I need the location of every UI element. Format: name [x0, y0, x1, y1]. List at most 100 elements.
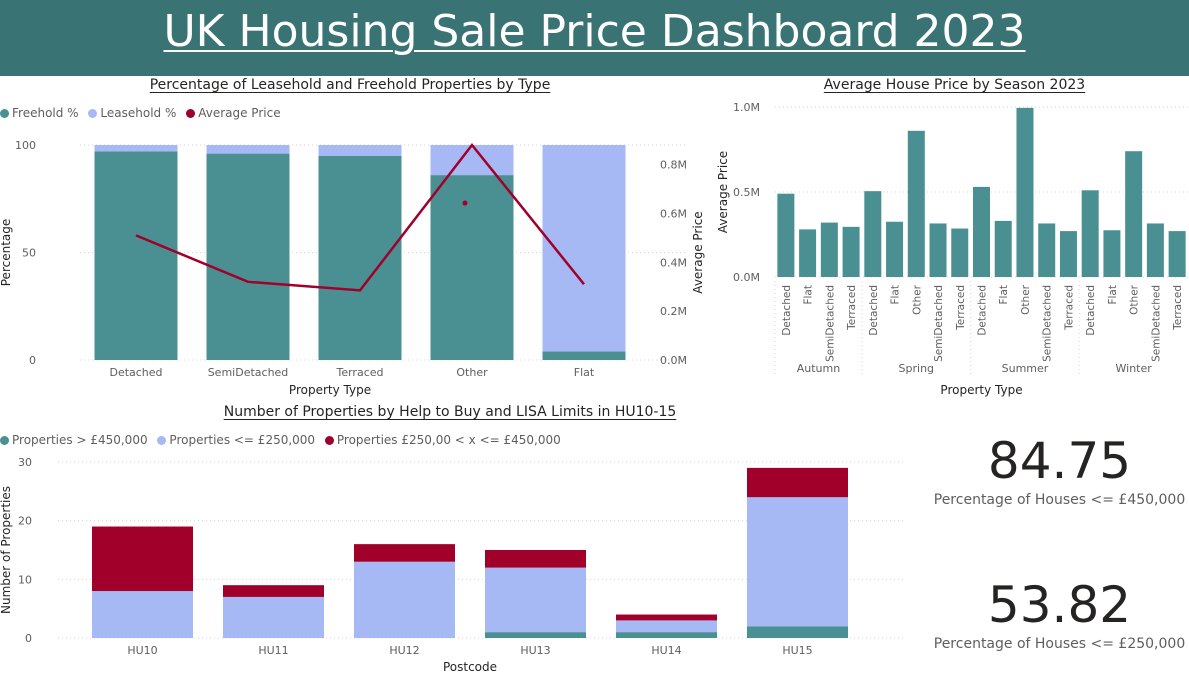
bar-properties-250-00-x-450-000-hu15: [747, 467, 848, 498]
x-tick-label: Flat: [890, 285, 902, 305]
bar-autumn-flat: [799, 229, 817, 277]
season-chart: 0.0M 0.5M 1.0M Detached Flat SemiDetached Terr…: [716, 101, 1188, 397]
x-tick-label: Flat: [998, 285, 1010, 305]
x-tick-label: HU14: [651, 644, 681, 657]
x-tick-label: Terraced: [1063, 285, 1075, 331]
bar-properties-250-000-hu11: [223, 596, 324, 638]
bar-freehold-semidetached: [206, 153, 290, 360]
kpi-label-450k: Percentage of Houses <= £450,000: [933, 492, 1186, 508]
legend-item-over-450k[interactable]: Properties > £450,000: [0, 433, 148, 447]
bar-properties-250-00-x-450-000-hu10: [92, 526, 193, 592]
y2-tick-label: 0.6M: [660, 207, 687, 220]
y-tick-label: 20: [18, 515, 32, 528]
bar-spring-semidetached: [929, 223, 947, 277]
x-tick-label: Flat: [803, 285, 815, 305]
x-tick-label: Detached: [1085, 285, 1097, 336]
group-label: Autumn: [797, 362, 840, 375]
kpi-card-250k: 53.82 Percentage of Houses <= £250,000: [930, 580, 1189, 652]
bar-winter-flat: [1103, 230, 1121, 277]
legend-item-freehold[interactable]: Freehold %: [0, 106, 79, 120]
x-axis-title: Property Type: [289, 383, 371, 397]
kpi-card-450k: 84.75 Percentage of Houses <= £450,000: [930, 436, 1189, 508]
bar-summer-semidetached: [1038, 223, 1056, 277]
group-label: Spring: [899, 362, 935, 375]
bar-autumn-semidetached: [820, 222, 838, 277]
bar-leasehold-other: [430, 145, 514, 176]
bar-spring-detached: [864, 191, 882, 277]
x-tick-label: Detached: [781, 285, 793, 336]
bar-properties-250-00-x-450-000-hu12: [354, 544, 455, 562]
bar-spring-other: [907, 130, 925, 277]
postcode-legend: Properties > £450,000 Properties <= £250…: [0, 433, 567, 448]
x-tick-label: HU10: [127, 644, 157, 657]
bar-freehold-detached: [94, 151, 178, 360]
marker-point: [462, 200, 468, 206]
y-axis-title: Percentage: [0, 219, 13, 287]
y2-tick-label: 0.0M: [660, 354, 687, 367]
legend-item-under-250k[interactable]: Properties <= £250,000: [157, 433, 315, 447]
x-tick-label: Terraced: [955, 285, 967, 331]
x-tick-label: Detached: [977, 285, 989, 336]
x-tick-label: Other: [456, 366, 488, 379]
bar-summer-detached: [973, 186, 990, 277]
bar-spring-terraced: [951, 228, 969, 277]
legend-item-leasehold[interactable]: Leasehold %: [88, 106, 176, 120]
x-tick-label: Other: [1020, 284, 1032, 314]
y2-axis-title: Average Price: [691, 211, 705, 293]
y-tick-label: 0.5M: [733, 186, 760, 199]
season-chart-title: Average House Price by Season 2023: [823, 77, 1086, 93]
x-tick-label: HU15: [782, 644, 812, 657]
bar-properties-250-00-x-450-000-hu11: [223, 585, 324, 597]
bar-properties-250-000-hu12: [354, 561, 455, 638]
line-average-price: [135, 142, 585, 292]
bar-autumn-terraced: [842, 226, 860, 277]
bar-leasehold-terraced: [318, 145, 402, 156]
bar-properties-450-000-hu13: [485, 632, 586, 638]
group-label: Summer: [1002, 362, 1049, 375]
kpi-label-250k: Percentage of Houses <= £250,000: [933, 636, 1186, 652]
y2-tick-label: 0.2M: [660, 305, 687, 318]
group-label: Winter: [1116, 362, 1153, 375]
y2-tick-label: 0.8M: [660, 159, 687, 172]
bar-winter-detached: [1081, 190, 1099, 277]
y-tick-label: 0: [29, 354, 36, 367]
x-tick-label: SemiDetached: [824, 285, 836, 362]
x-tick-label: SemiDetached: [933, 285, 945, 362]
dashboard-title: UK Housing Sale Price Dashboard 2023: [163, 6, 1026, 57]
bar-summer-flat: [994, 220, 1012, 277]
bar-properties-450-000-hu15: [747, 626, 848, 638]
bar-properties-250-000-hu14: [616, 620, 717, 633]
x-axis-title: Postcode: [443, 660, 497, 674]
bar-properties-250-00-x-450-000-hu14: [616, 614, 717, 621]
legend-item-250k-450k[interactable]: Properties £250,00 < x <= £450,000: [324, 433, 561, 447]
x-tick-label: Other: [911, 284, 923, 314]
x-tick-label: Terraced: [846, 285, 858, 331]
y-tick-label: 50: [22, 247, 36, 260]
bar-summer-terraced: [1059, 231, 1077, 277]
bar-properties-250-00-x-450-000-hu13: [485, 550, 586, 568]
postcode-chart-title: Number of Properties by Help to Buy and …: [223, 404, 677, 420]
y-tick-label: 0: [25, 632, 32, 645]
bar-winter-semidetached: [1146, 223, 1164, 277]
tenure-chart: 0 50 100 0.0M 0.2M 0.4M 0.6M 0.8M Detached SemiDe…: [0, 139, 705, 397]
kpi-value-250k: 53.82: [987, 576, 1132, 634]
bar-freehold-other: [430, 175, 514, 360]
bar-summer-other: [1016, 107, 1034, 277]
y-tick-label: 10: [18, 573, 32, 586]
tenure-chart-title: Percentage of Leasehold and Freehold Pro…: [149, 77, 551, 93]
x-tick-label: Terraced: [1172, 285, 1184, 331]
x-axis-title: Property Type: [940, 383, 1022, 397]
legend-item-average-price[interactable]: Average Price: [186, 106, 281, 120]
y-tick-label: 30: [18, 456, 32, 469]
bar-leasehold-detached: [94, 145, 178, 152]
x-tick-label: SemiDetached: [1042, 285, 1054, 362]
x-tick-label: Terraced: [335, 366, 383, 379]
bar-leasehold-semidetached: [206, 145, 290, 154]
y-tick-label: 1.0M: [733, 101, 760, 114]
bar-winter-terraced: [1168, 231, 1186, 277]
y-tick-label: 100: [15, 139, 36, 152]
tenure-legend: Freehold % Leasehold % Average Price: [0, 106, 287, 121]
y-axis-title: Number of Properties: [0, 486, 13, 614]
x-tick-label: SemiDetached: [208, 366, 289, 379]
y-tick-label: 0.0M: [733, 271, 760, 284]
